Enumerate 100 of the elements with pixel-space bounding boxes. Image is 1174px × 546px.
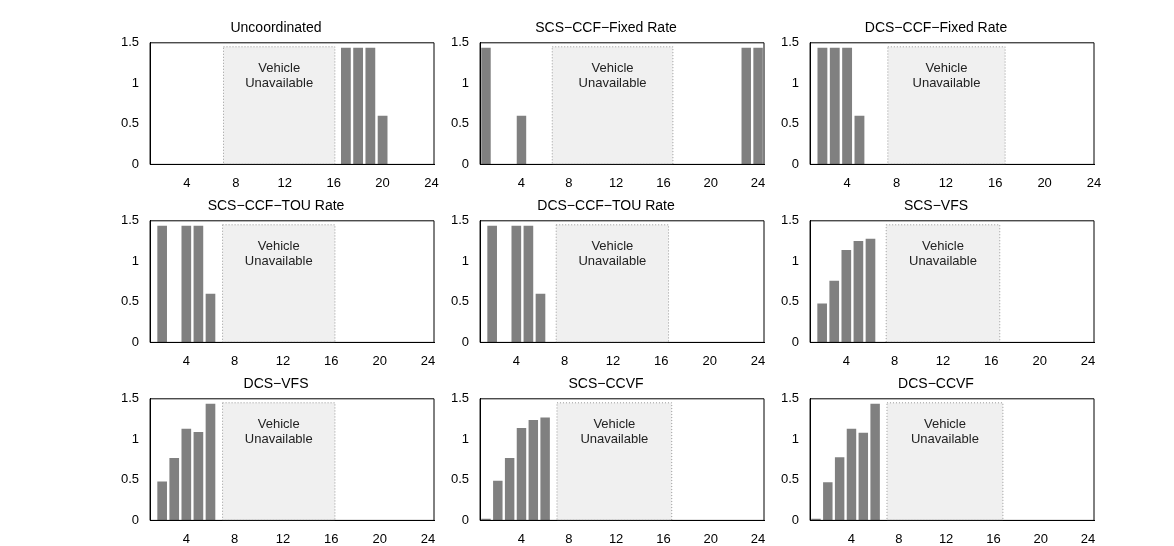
x-tick-label: 12 [608, 174, 624, 190]
bar [493, 480, 503, 521]
y-tick-label: 0.5 [780, 471, 800, 487]
chart-title: DCS−CCVF [898, 375, 974, 392]
x-tick-label: 20 [1032, 352, 1047, 368]
x-tick-label: 12 [938, 174, 954, 190]
y-tick-label: 0 [131, 155, 140, 171]
y-tick-label: 1 [791, 74, 800, 90]
y-tick-label: 0 [461, 511, 470, 527]
y-tick-label: 0.5 [450, 115, 470, 131]
x-tick-label: 8 [895, 530, 903, 546]
bar [504, 457, 515, 521]
x-tick-label: 4 [517, 530, 526, 546]
bar [829, 280, 840, 343]
y-tick-label: 0 [791, 155, 800, 171]
bar [528, 419, 539, 521]
y-tick-label: 0.5 [780, 293, 800, 309]
y-tick-label: 0 [461, 333, 470, 349]
band-label: Vehicle Unavailable [910, 416, 979, 447]
x-tick-label: 24 [420, 352, 436, 368]
x-tick-label: 16 [656, 174, 671, 190]
y-tick-label: 1.5 [450, 390, 470, 406]
y-tick-label: 0.5 [120, 115, 140, 131]
x-tick-label: 8 [565, 530, 573, 546]
band-label: Vehicle Unavailable [244, 416, 313, 447]
y-tick-label: 1 [461, 74, 470, 90]
y-tick-label: 1.5 [450, 34, 470, 50]
x-tick-label: 24 [420, 530, 436, 546]
y-tick-label: 1.5 [120, 212, 140, 228]
bar [516, 427, 527, 521]
x-tick-label: 4 [183, 174, 191, 190]
bar [540, 417, 550, 521]
y-tick-label: 0.5 [120, 471, 140, 487]
bar [823, 482, 833, 521]
x-tick-label: 24 [750, 174, 766, 190]
x-tick-label: 4 [847, 530, 856, 546]
x-tick-label: 24 [750, 352, 766, 368]
x-tick-label: 12 [608, 530, 624, 546]
y-tick-label: 0 [131, 333, 140, 349]
x-tick-label: 16 [326, 174, 341, 190]
y-tick-label: 1 [461, 252, 470, 268]
x-tick-label: 24 [1086, 174, 1102, 190]
x-tick-label: 8 [891, 352, 899, 368]
y-tick-label: 1.5 [450, 212, 470, 228]
bar [865, 238, 876, 343]
y-tick-label: 1 [461, 430, 470, 446]
bar [846, 428, 857, 521]
y-tick-label: 0.5 [450, 293, 470, 309]
x-tick-label: 8 [565, 174, 573, 190]
chart-title: SCS−CCVF [568, 375, 644, 392]
x-tick-label: 16 [986, 530, 1001, 546]
x-tick-label: 12 [275, 352, 291, 368]
y-tick-label: 0.5 [780, 115, 800, 131]
bar [181, 428, 192, 521]
y-tick-label: 1 [791, 430, 800, 446]
bar [157, 481, 167, 521]
band-label: Vehicle Unavailable [912, 60, 981, 91]
x-tick-label: 8 [892, 174, 901, 190]
y-tick-label: 1.5 [780, 390, 800, 406]
x-tick-label: 16 [654, 352, 669, 368]
bar [858, 432, 869, 521]
x-tick-label: 4 [517, 174, 526, 190]
x-tick-label: 24 [750, 530, 766, 546]
x-tick-label: 20 [703, 174, 718, 190]
x-tick-label: 20 [375, 174, 390, 190]
x-tick-label: 24 [1080, 530, 1096, 546]
x-tick-label: 24 [424, 174, 439, 190]
x-tick-label: 4 [512, 352, 520, 368]
x-tick-label: 16 [324, 530, 339, 546]
y-tick-label: 1 [131, 74, 140, 90]
x-tick-label: 8 [232, 174, 240, 190]
bar [193, 432, 204, 521]
bar [853, 241, 864, 343]
y-tick-label: 1 [791, 252, 800, 268]
x-tick-label: 20 [372, 530, 387, 546]
x-tick-label: 8 [231, 530, 239, 546]
y-tick-label: 1 [131, 252, 140, 268]
y-tick-label: 0.5 [120, 293, 140, 309]
x-tick-label: 12 [277, 174, 292, 190]
bar [817, 303, 827, 343]
band-label: Vehicle Unavailable [245, 60, 314, 91]
y-tick-label: 0 [131, 511, 140, 527]
chart-title: SCS−CCF−Fixed Rate [535, 19, 678, 36]
x-tick-label: 16 [988, 174, 1003, 190]
band-label: Vehicle Unavailable [244, 238, 313, 269]
band-label: Vehicle Unavailable [909, 238, 977, 269]
bar [870, 403, 880, 521]
y-tick-label: 1.5 [120, 390, 140, 406]
x-tick-label: 12 [605, 352, 621, 368]
y-tick-label: 0.5 [450, 471, 470, 487]
x-tick-label: 16 [324, 352, 339, 368]
x-tick-label: 20 [703, 530, 718, 546]
y-tick-label: 1.5 [120, 34, 140, 50]
x-tick-label: 4 [182, 530, 190, 546]
chart-title: DCS−VFS [243, 375, 309, 392]
x-tick-label: 12 [275, 530, 291, 546]
bar [169, 457, 180, 521]
bar [841, 249, 852, 343]
x-tick-label: 20 [372, 352, 387, 368]
x-tick-label: 16 [984, 352, 999, 368]
